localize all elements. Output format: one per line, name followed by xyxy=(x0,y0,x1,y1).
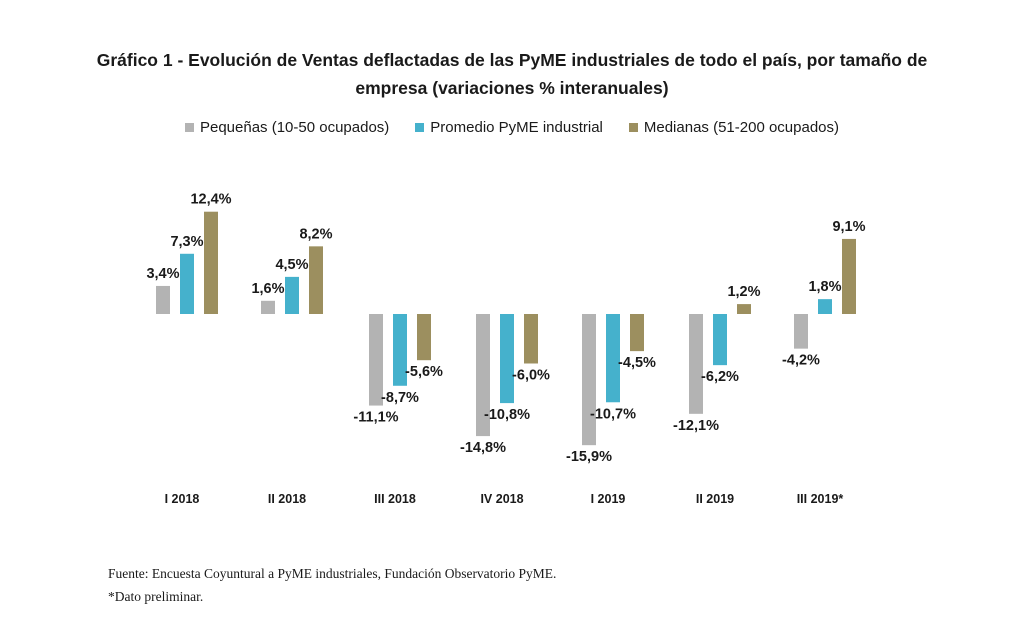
legend-swatch-promedio xyxy=(415,123,425,132)
data-label-promedio-7: 1,8% xyxy=(808,279,841,295)
category-label-5: I 2019 xyxy=(591,492,626,506)
category-label-1: I 2018 xyxy=(165,492,200,506)
data-label-pequenas-7: -4,2% xyxy=(782,353,820,369)
data-label-pequenas-2: 1,6% xyxy=(251,281,284,297)
legend-swatch-medianas xyxy=(628,123,638,132)
bar-pequenas-4 xyxy=(476,314,490,437)
legend-label-medianas: Medianas (51-200 ocupados) xyxy=(643,119,839,136)
bar-medianas-5 xyxy=(630,314,644,352)
bar-medianas-6 xyxy=(737,304,751,314)
data-label-medianas-3: -5,6% xyxy=(405,364,443,380)
data-label-promedio-6: -6,2% xyxy=(701,369,739,385)
data-label-pequenas-5: -15,9% xyxy=(566,449,612,465)
bar-pequenas-7 xyxy=(794,314,808,349)
data-label-medianas-7: 9,1% xyxy=(832,219,865,235)
bar-medianas-2 xyxy=(309,246,323,314)
data-label-pequenas-4: -14,8% xyxy=(460,440,506,456)
bar-promedio-2 xyxy=(285,276,299,314)
category-label-7: III 2019* xyxy=(797,492,844,506)
bar-pequenas-5 xyxy=(582,314,596,446)
data-label-promedio-4: -10,8% xyxy=(484,407,530,423)
bar-medianas-4 xyxy=(524,314,538,364)
bar-pequenas-2 xyxy=(261,300,275,314)
category-label-2: II 2018 xyxy=(268,492,306,506)
data-label-promedio-5: -10,7% xyxy=(590,406,636,422)
legend-item-pequenas: Pequeñas (10-50 ocupados) xyxy=(184,119,390,136)
bar-promedio-4 xyxy=(500,314,514,404)
data-label-promedio-3: -8,7% xyxy=(381,390,419,406)
legend-item-medianas: Medianas (51-200 ocupados) xyxy=(628,119,839,136)
data-label-promedio-1: 7,3% xyxy=(170,234,203,250)
bar-promedio-1 xyxy=(180,253,194,314)
category-label-3: III 2018 xyxy=(374,492,416,506)
chart-legend: Pequeñas (10-50 ocupados) Promedio PyME … xyxy=(0,119,1024,136)
bar-pequenas-1 xyxy=(156,285,170,314)
legend-item-promedio: Promedio PyME industrial xyxy=(415,119,603,136)
data-label-medianas-6: 1,2% xyxy=(727,284,760,300)
data-label-pequenas-1: 3,4% xyxy=(146,266,179,282)
data-label-medianas-1: 12,4% xyxy=(190,192,231,208)
bar-promedio-5 xyxy=(606,314,620,403)
data-label-pequenas-3: -11,1% xyxy=(353,410,398,426)
chart-title: Gráfico 1 - Evolución de Ventas deflacta… xyxy=(0,46,1024,102)
bar-pequenas-6 xyxy=(689,314,703,414)
bar-medianas-7 xyxy=(842,238,856,314)
bar-medianas-1 xyxy=(204,211,218,314)
legend-label-pequenas: Pequeñas (10-50 ocupados) xyxy=(199,119,390,136)
data-label-medianas-4: -6,0% xyxy=(512,368,550,384)
legend-swatch-pequenas xyxy=(184,123,194,132)
legend-label-promedio: Promedio PyME industrial xyxy=(430,119,603,136)
category-label-4: IV 2018 xyxy=(480,492,523,506)
bar-promedio-3 xyxy=(393,314,407,386)
category-label-6: II 2019 xyxy=(696,492,734,506)
bar-promedio-7 xyxy=(818,299,832,314)
bar-promedio-6 xyxy=(713,314,727,366)
data-label-pequenas-6: -12,1% xyxy=(673,418,719,434)
footer-note: *Dato preliminar. xyxy=(108,589,204,604)
bar-medianas-3 xyxy=(417,314,431,361)
footer-source: Fuente: Encuesta Coyuntural a PyME indus… xyxy=(108,566,557,581)
data-label-promedio-2: 4,5% xyxy=(275,257,308,273)
data-label-medianas-2: 8,2% xyxy=(299,226,332,242)
chart-title-line-1: Gráfico 1 - Evolución de Ventas deflacta… xyxy=(96,50,928,70)
bar-pequenas-3 xyxy=(369,314,383,406)
chart-title-line-2: empresa (variaciones % interanuales) xyxy=(355,78,669,98)
data-label-medianas-5: -4,5% xyxy=(618,355,656,371)
